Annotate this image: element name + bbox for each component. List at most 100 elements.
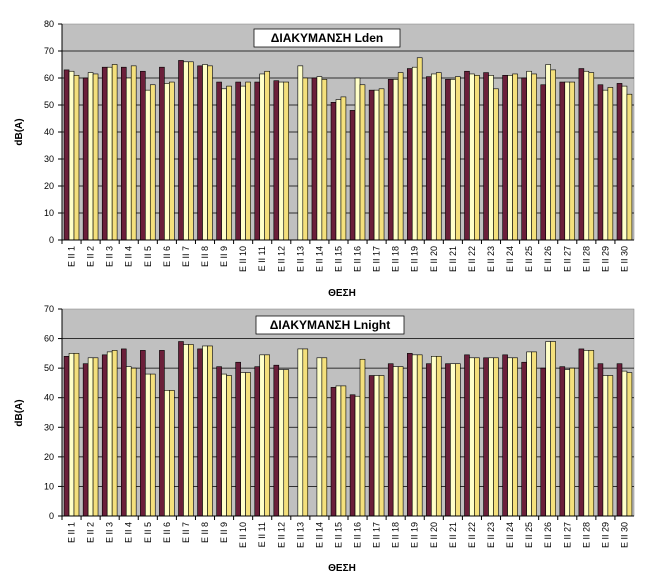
lnight-bar bbox=[87, 357, 94, 517]
lden-bar bbox=[616, 83, 623, 241]
lden-x-axis-label: ΘΕΣΗ bbox=[328, 288, 356, 299]
lden-bar bbox=[583, 70, 590, 241]
lden-x-tick-label: E II 29 bbox=[600, 246, 610, 272]
lden-x-tick-label: E II 28 bbox=[581, 246, 591, 272]
lnight-bar bbox=[240, 372, 246, 517]
lnight-bar bbox=[321, 357, 328, 517]
lden-bar bbox=[221, 88, 227, 241]
lnight-bar bbox=[297, 348, 304, 517]
lnight-x-tick-label: E II 7 bbox=[181, 522, 191, 543]
lnight-bar bbox=[626, 372, 633, 517]
lden-bar bbox=[392, 79, 399, 241]
lden-x-tick-label: E II 27 bbox=[562, 246, 572, 272]
lden-bar bbox=[550, 69, 556, 241]
lnight-bar bbox=[316, 357, 323, 517]
lnight-bar bbox=[216, 366, 222, 517]
lden-bar bbox=[588, 72, 595, 241]
lden-x-tick-label: E II 18 bbox=[391, 246, 401, 272]
lden-x-tick-label: E II 4 bbox=[124, 246, 134, 267]
lnight-bar bbox=[397, 366, 404, 517]
lden-bar bbox=[106, 66, 113, 241]
lnight-bar bbox=[445, 363, 451, 517]
lnight-x-tick-label: E II 25 bbox=[524, 522, 534, 548]
lnight-x-tick-label: E II 17 bbox=[372, 522, 382, 548]
lden-bar bbox=[169, 81, 175, 241]
lden-y-tick-label: 40 bbox=[44, 127, 54, 137]
lnight-bar bbox=[455, 363, 461, 517]
lnight-x-axis-label: ΘΕΣΗ bbox=[328, 563, 356, 574]
lnight-bar bbox=[121, 348, 127, 517]
lden-y-tick-label: 20 bbox=[44, 181, 54, 191]
lden-bar bbox=[578, 68, 585, 241]
lnight-bar bbox=[226, 375, 232, 517]
lden-bar bbox=[197, 65, 203, 241]
lden-bar bbox=[521, 77, 527, 241]
lnight-bar bbox=[349, 394, 356, 517]
lnight-bar bbox=[221, 373, 227, 517]
lden-bar bbox=[455, 76, 461, 241]
lden-y-tick-label: 70 bbox=[44, 46, 54, 56]
lden-bar bbox=[607, 87, 614, 241]
lden-bar bbox=[183, 61, 189, 241]
lden-bar bbox=[445, 79, 451, 241]
lden-x-tick-label: E II 25 bbox=[524, 246, 534, 272]
lden-x-tick-label: E II 10 bbox=[238, 246, 248, 272]
lnight-bar bbox=[392, 366, 399, 517]
lden-bar bbox=[121, 66, 127, 241]
lden-bar bbox=[63, 69, 70, 241]
lnight-bar bbox=[359, 358, 366, 517]
lden-x-ticks: E II 1 E II 2 E II 3 E II 4 E II 5 E II 6 E II… bbox=[61, 240, 630, 272]
lnight-bar bbox=[273, 364, 280, 517]
lnight-y-tick-label: 0 bbox=[49, 511, 54, 521]
lden-bar bbox=[87, 72, 94, 241]
lden-x-tick-label: E II 19 bbox=[410, 246, 420, 272]
lnight-bar bbox=[264, 354, 270, 517]
lden-bar bbox=[507, 75, 513, 241]
lden-y-tick-label: 80 bbox=[44, 19, 54, 29]
lden-bar bbox=[111, 64, 118, 241]
lden-bar bbox=[526, 70, 532, 241]
lnight-x-tick-label: E II 23 bbox=[486, 522, 496, 548]
lden-y-tick-label: 10 bbox=[44, 208, 54, 218]
lnight-bar bbox=[183, 344, 189, 517]
lden-gridlines bbox=[62, 50, 634, 214]
lnight-bar bbox=[488, 357, 494, 517]
lnight-bar bbox=[178, 341, 184, 517]
lnight-bar bbox=[474, 357, 480, 517]
lnight-bar bbox=[616, 363, 623, 517]
lden-bar bbox=[159, 66, 165, 241]
lnight-bar bbox=[235, 361, 241, 517]
lnight-x-tick-label: E II 1 bbox=[67, 522, 77, 543]
lden-x-tick-label: E II 3 bbox=[105, 246, 115, 267]
lden-bar bbox=[359, 84, 366, 241]
lnight-bar bbox=[330, 387, 337, 517]
lnight-bar bbox=[354, 395, 361, 517]
lnight-x-tick-label: E II 3 bbox=[105, 522, 115, 543]
lden-x-tick-label: E II 23 bbox=[486, 246, 496, 272]
lden-bar bbox=[435, 72, 442, 241]
lden-x-tick-label: E II 11 bbox=[257, 246, 267, 271]
lnight-y-axis-label: dB(A) bbox=[14, 399, 25, 426]
lden-x-tick-label: E II 7 bbox=[181, 246, 191, 267]
lden-bar bbox=[621, 85, 628, 241]
lnight-x-tick-label: E II 2 bbox=[86, 522, 96, 543]
lden-bar bbox=[387, 79, 394, 241]
lden-chart-title: ΔΙΑΚΥΜΑΝΣΗ Lden bbox=[271, 31, 384, 45]
lden-bar bbox=[493, 88, 499, 241]
lden-bar bbox=[226, 85, 232, 241]
lden-bar bbox=[273, 80, 280, 241]
lnight-plot-area bbox=[61, 308, 635, 517]
lnight-y-tick-label: 70 bbox=[44, 304, 54, 314]
lnight-bar bbox=[164, 390, 170, 517]
lden-y-tick-label: 0 bbox=[49, 235, 54, 245]
lnight-bar bbox=[450, 363, 456, 517]
lden-bar bbox=[512, 73, 518, 241]
lden-bar bbox=[474, 75, 480, 241]
lden-bar bbox=[92, 73, 99, 241]
lden-bar bbox=[73, 75, 80, 241]
lnight-x-tick-label: E II 28 bbox=[581, 522, 591, 548]
lnight-y-tick-label: 60 bbox=[44, 334, 54, 344]
lnight-x-tick-label: E II 18 bbox=[391, 522, 401, 548]
lden-x-tick-label: E II 15 bbox=[334, 246, 344, 272]
